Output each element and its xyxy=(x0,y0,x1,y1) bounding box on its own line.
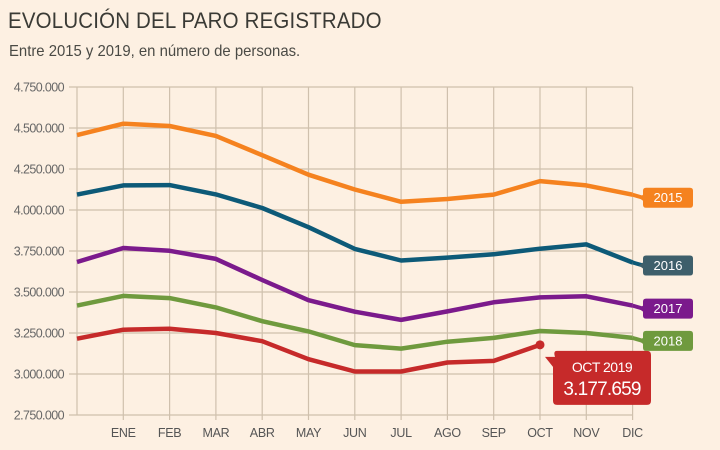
callout: OCT 2019 3.177.659 xyxy=(535,340,651,405)
x-tick-label: NOV xyxy=(573,426,600,440)
series-labels: 2015 2016 2017 2018 xyxy=(632,187,693,351)
y-tick-label: 4.750.000 xyxy=(14,81,65,95)
x-tick-label: DIC xyxy=(622,426,643,440)
annotation-point xyxy=(535,340,545,350)
x-tick-label: ABR xyxy=(250,426,275,440)
x-tick-label: MAY xyxy=(296,426,322,440)
series-label-text: 2016 xyxy=(654,258,683,273)
annotation-value: 3.177.659 xyxy=(563,379,641,400)
x-tick-label: OCT xyxy=(527,426,553,440)
series-label-2018: 2018 xyxy=(639,330,693,351)
x-tick-label: ENE xyxy=(111,426,136,440)
series-line-2017 xyxy=(76,245,634,323)
x-tick-label: AGO xyxy=(434,426,461,440)
series-label-text: 2018 xyxy=(654,333,683,348)
series-label-text: 2017 xyxy=(654,301,683,316)
y-tick-label: 3.250.000 xyxy=(14,327,65,341)
y-tick-label: 4.000.000 xyxy=(14,204,65,218)
chart-title: EVOLUCIÓN DEL PARO REGISTRADO xyxy=(8,8,382,33)
annotation-callout: OCT 2019 3.177.659 xyxy=(545,350,651,405)
series-label-2015: 2015 xyxy=(639,187,693,208)
y-tick-label: 3.000.000 xyxy=(14,368,65,382)
series-label-2017: 2017 xyxy=(639,298,693,319)
x-axis: ENE FEB MAR ABR MAY JUN JUL AGO SEP OCT NOV DIC xyxy=(111,426,644,440)
x-tick-label: JUN xyxy=(343,426,367,440)
series-label-badge xyxy=(639,298,693,319)
y-tick-label: 3.750.000 xyxy=(14,245,65,259)
series-label-text: 2015 xyxy=(654,190,683,205)
series-label-badge xyxy=(639,187,693,208)
y-tick-label: 2.750.000 xyxy=(14,409,65,423)
y-tick-label: 4.500.000 xyxy=(14,122,65,136)
x-tick-label: MAR xyxy=(202,426,229,440)
series-label-2016: 2016 xyxy=(639,255,693,276)
x-tick-label: FEB xyxy=(158,426,181,440)
y-tick-label: 3.500.000 xyxy=(14,286,65,300)
chart-subtitle: Entre 2015 y 2019, en número de personas… xyxy=(9,43,301,60)
series-label-badge xyxy=(639,255,693,276)
y-axis: 4.750.000 4.500.000 4.250.000 4.000.000 3.75… xyxy=(14,81,65,423)
x-tick-label: SEP xyxy=(482,426,506,440)
series-line-2016 xyxy=(76,182,634,265)
y-tick-label: 4.250.000 xyxy=(14,163,65,177)
grid xyxy=(69,86,634,420)
x-tick-label: JUL xyxy=(390,426,412,440)
annotation-title: OCT 2019 xyxy=(572,359,633,375)
series-label-badge xyxy=(639,330,693,351)
series-line-2018 xyxy=(76,293,633,351)
annotation-callout-box xyxy=(545,350,651,405)
series-line-2015 xyxy=(76,121,634,205)
series-line-2019 xyxy=(76,326,541,374)
series-lines xyxy=(76,121,634,374)
